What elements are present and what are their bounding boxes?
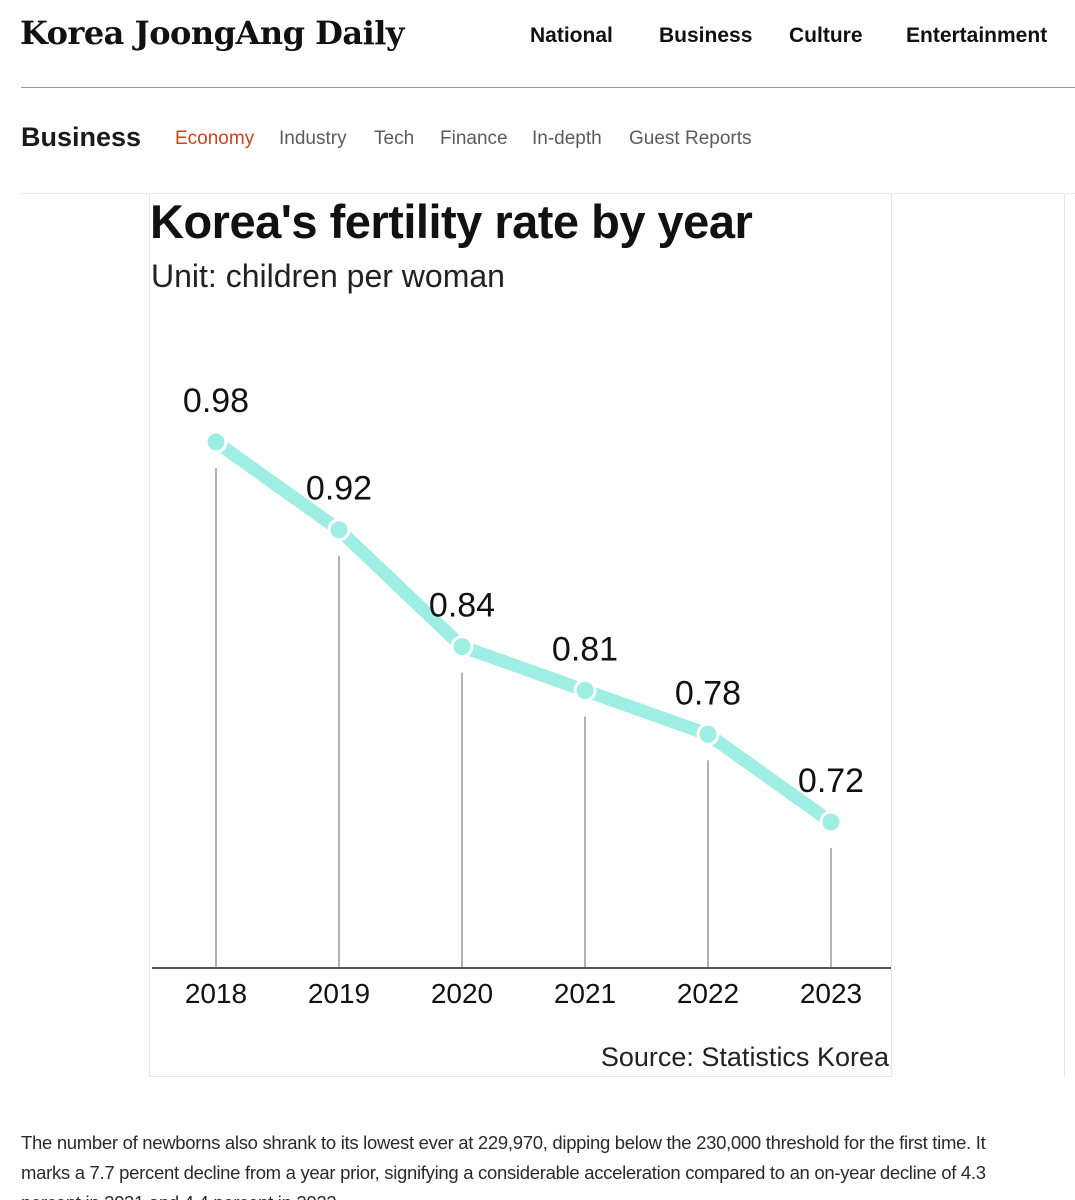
section-subnav: Economy Industry Tech Finance In-depth G… (0, 128, 1075, 154)
subnav-tech[interactable]: Tech (374, 128, 415, 149)
value-label-2019: 0.92 (306, 470, 372, 508)
right-rail-border (1064, 194, 1065, 1077)
main-nav: National Business Culture Entertainment (0, 24, 1075, 54)
chart-subtitle: Unit: children per woman (151, 258, 505, 294)
data-point-2021 (573, 678, 597, 702)
section-divider (21, 193, 1075, 194)
x-tick-label-2019: 2019 (308, 978, 370, 1009)
nav-business[interactable]: Business (659, 24, 753, 47)
subnav-guest-reports[interactable]: Guest Reports (629, 128, 752, 149)
fertility-line-chart: 0.98 0.92 0.84 0.81 0.78 0.72 2018 2019 2020 2021… (152, 382, 891, 1009)
value-label-2020: 0.84 (429, 587, 495, 625)
article-paragraph: The number of newborns also shrank to it… (21, 1131, 986, 1200)
value-label-2022: 0.78 (675, 674, 741, 712)
value-label-2023: 0.72 (798, 762, 864, 800)
data-point-2019 (327, 518, 351, 542)
value-label-2021: 0.81 (552, 630, 618, 668)
subnav-industry[interactable]: Industry (279, 128, 347, 149)
nav-culture[interactable]: Culture (789, 24, 863, 47)
chart-source: Source: Statistics Korea (600, 1042, 889, 1072)
x-tick-label-2022: 2022 (677, 978, 739, 1009)
site-logo[interactable]: Korea JoongAng Daily (20, 14, 405, 52)
value-label-2018: 0.98 (183, 382, 249, 420)
x-tick-label-2023: 2023 (800, 978, 862, 1009)
section-title: Business (21, 122, 142, 152)
subnav-finance[interactable]: Finance (440, 128, 508, 149)
subnav-economy[interactable]: Economy (175, 128, 255, 149)
data-point-2023 (819, 810, 843, 834)
nav-entertainment[interactable]: Entertainment (906, 24, 1048, 47)
subnav-in-depth[interactable]: In-depth (532, 128, 602, 149)
data-point-2022 (696, 722, 720, 746)
x-tick-label-2020: 2020 (431, 978, 493, 1009)
series-line-fertility-rate (209, 435, 838, 829)
data-point-2020 (450, 635, 474, 659)
x-tick-label-2018: 2018 (185, 978, 247, 1009)
nav-national[interactable]: National (530, 24, 613, 47)
data-point-2018 (204, 430, 228, 454)
chart-title: Korea's fertility rate by year (150, 195, 753, 248)
chart-image: Korea's fertility rate by year Unit: chi… (149, 194, 892, 1077)
header-divider (21, 87, 1075, 88)
x-tick-label-2021: 2021 (554, 978, 616, 1009)
